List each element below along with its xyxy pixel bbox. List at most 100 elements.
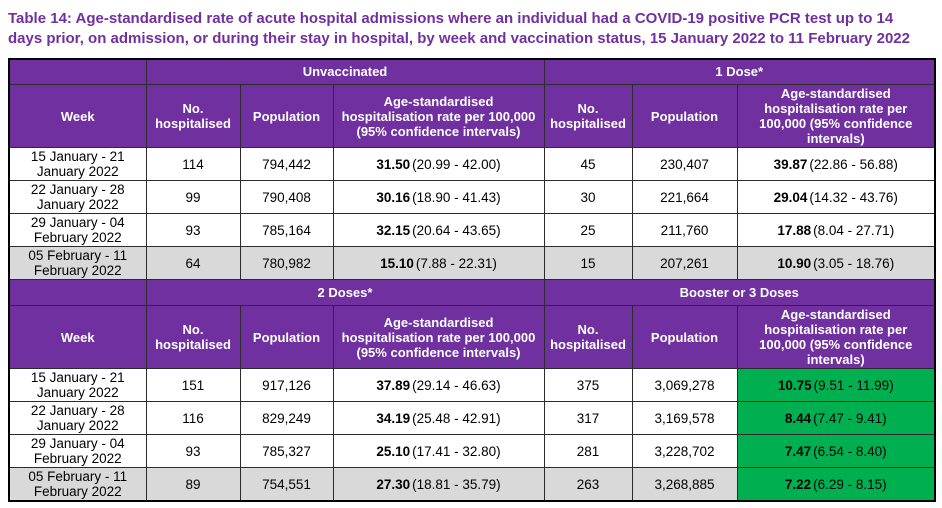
- table-row: 29 January - 04 February 2022 93 785,327…: [8, 434, 936, 468]
- cell-no-hospitalised: 317: [543, 401, 633, 435]
- cell-no-hospitalised: 89: [145, 467, 241, 502]
- rate-value: 31.50: [376, 156, 411, 172]
- cell-rate: 17.88 (8.04 - 27.71): [736, 213, 936, 247]
- rate-ci: (17.41 - 32.80): [412, 443, 501, 459]
- cell-week: 05 February - 11 February 2022: [8, 246, 147, 280]
- cell-rate: 34.19 (25.48 - 42.91): [332, 401, 545, 435]
- column-header-row-2: Week No. hospitalised Population Age-sta…: [8, 305, 936, 369]
- rate-value: 32.15: [376, 222, 411, 238]
- cell-rate: 32.15 (20.64 - 43.65): [332, 213, 545, 247]
- cell-population: 794,442: [239, 147, 334, 181]
- vaccination-status-table: Unvaccinated 1 Dose* Week No. hospitalis…: [8, 57, 937, 502]
- cell-population: 3,169,578: [631, 401, 738, 435]
- col-header-week: Week: [8, 305, 147, 369]
- cell-week: 29 January - 04 February 2022: [8, 213, 147, 247]
- rate-ci: (18.81 - 35.79): [412, 476, 501, 492]
- group-header-unvaccinated: Unvaccinated: [145, 58, 545, 85]
- cell-population: 3,228,702: [631, 434, 738, 468]
- cell-rate: 29.04 (14.32 - 43.76): [736, 180, 936, 214]
- report-page: Table 14: Age-standardised rate of acute…: [0, 9, 942, 508]
- cell-rate-highlighted: 7.22 (6.29 - 8.15): [736, 467, 936, 502]
- cell-population: 917,126: [239, 368, 334, 402]
- table-row-shaded: 05 February - 11 February 2022 64 780,98…: [8, 246, 936, 280]
- cell-no-hospitalised: 30: [543, 180, 633, 214]
- table-row: 29 January - 04 February 2022 93 785,164…: [8, 213, 936, 247]
- cell-no-hospitalised: 116: [145, 401, 241, 435]
- cell-population: 230,407: [631, 147, 738, 181]
- cell-population: 3,069,278: [631, 368, 738, 402]
- cell-no-hospitalised: 281: [543, 434, 633, 468]
- cell-population: 207,261: [631, 246, 738, 280]
- cell-population: 785,327: [239, 434, 334, 468]
- cell-rate-highlighted: 10.75 (9.51 - 11.99): [736, 368, 936, 402]
- cell-no-hospitalised: 99: [145, 180, 241, 214]
- corner-cell: [8, 58, 147, 85]
- column-header-row-1: Week No. hospitalised Population Age-sta…: [8, 84, 936, 148]
- rate-value: 34.19: [376, 410, 411, 426]
- cell-rate-highlighted: 8.44 (7.47 - 9.41): [736, 401, 936, 435]
- table-row: 15 January - 21 January 2022 151 917,126…: [8, 368, 936, 402]
- rate-ci: (6.54 - 8.40): [813, 443, 887, 459]
- cell-rate: 25.10 (17.41 - 32.80): [332, 434, 545, 468]
- table-row: 22 January - 28 January 2022 99 790,408 …: [8, 180, 936, 214]
- rate-ci: (25.48 - 42.91): [412, 410, 501, 426]
- col-header-population: Population: [631, 305, 738, 369]
- rate-value: 10.90: [777, 255, 812, 271]
- rate-ci: (3.05 - 18.76): [813, 255, 895, 271]
- cell-no-hospitalised: 93: [145, 213, 241, 247]
- cell-rate: 39.87 (22.86 - 56.88): [736, 147, 936, 181]
- cell-rate: 27.30 (18.81 - 35.79): [332, 467, 545, 502]
- cell-rate-highlighted: 7.47 (6.54 - 8.40): [736, 434, 936, 468]
- cell-no-hospitalised: 263: [543, 467, 633, 502]
- cell-week: 05 February - 11 February 2022: [8, 467, 147, 502]
- col-header-population: Population: [239, 84, 334, 148]
- cell-population: 790,408: [239, 180, 334, 214]
- cell-population: 3,268,885: [631, 467, 738, 502]
- cell-rate: 31.50 (20.99 - 42.00): [332, 147, 545, 181]
- col-header-population: Population: [631, 84, 738, 148]
- rate-value: 7.47: [784, 443, 812, 459]
- col-header-rate: Age-standardised hospitalisation rate pe…: [332, 84, 545, 148]
- rate-value: 25.10: [376, 443, 411, 459]
- group-header-row-2: 2 Doses* Booster or 3 Doses: [8, 279, 936, 306]
- rate-value: 17.88: [777, 222, 812, 238]
- cell-population: 754,551: [239, 467, 334, 502]
- cell-no-hospitalised: 375: [543, 368, 633, 402]
- cell-no-hospitalised: 45: [543, 147, 633, 181]
- col-header-no-hospitalised: No. hospitalised: [145, 84, 241, 148]
- table-row-shaded: 05 February - 11 February 2022 89 754,55…: [8, 467, 936, 502]
- rate-value: 37.89: [376, 377, 411, 393]
- cell-population: 221,664: [631, 180, 738, 214]
- cell-week: 22 January - 28 January 2022: [8, 401, 147, 435]
- cell-population: 829,249: [239, 401, 334, 435]
- rate-value: 39.87: [773, 156, 808, 172]
- rate-ci: (22.86 - 56.88): [809, 156, 898, 172]
- col-header-no-hospitalised: No. hospitalised: [145, 305, 241, 369]
- group-header-row-1: Unvaccinated 1 Dose*: [8, 58, 936, 85]
- table-title: Table 14: Age-standardised rate of acute…: [8, 10, 910, 48]
- rate-ci: (7.47 - 9.41): [813, 410, 887, 426]
- cell-no-hospitalised: 25: [543, 213, 633, 247]
- rate-value: 27.30: [376, 476, 411, 492]
- rate-value: 29.04: [773, 189, 808, 205]
- cell-no-hospitalised: 93: [145, 434, 241, 468]
- corner-cell: [8, 279, 147, 306]
- rate-ci: (7.88 - 22.31): [415, 255, 497, 271]
- col-header-population: Population: [239, 305, 334, 369]
- rate-value: 15.10: [380, 255, 414, 271]
- rate-ci: (20.99 - 42.00): [412, 156, 501, 172]
- cell-week: 15 January - 21 January 2022: [8, 368, 147, 402]
- rate-ci: (9.51 - 11.99): [813, 377, 894, 393]
- rate-value: 8.44: [784, 410, 812, 426]
- rate-value: 10.75: [777, 377, 812, 393]
- cell-no-hospitalised: 15: [543, 246, 633, 280]
- cell-no-hospitalised: 114: [145, 147, 241, 181]
- cell-no-hospitalised: 64: [145, 246, 241, 280]
- col-header-rate: Age-standardised hospitalisation rate pe…: [736, 305, 936, 369]
- rate-value: 30.16: [376, 189, 411, 205]
- cell-rate: 30.16 (18.90 - 41.43): [332, 180, 545, 214]
- cell-rate: 10.90 (3.05 - 18.76): [736, 246, 936, 280]
- rate-ci: (14.32 - 43.76): [809, 189, 898, 205]
- col-header-no-hospitalised: No. hospitalised: [543, 84, 633, 148]
- cell-rate: 15.10 (7.88 - 22.31): [332, 246, 545, 280]
